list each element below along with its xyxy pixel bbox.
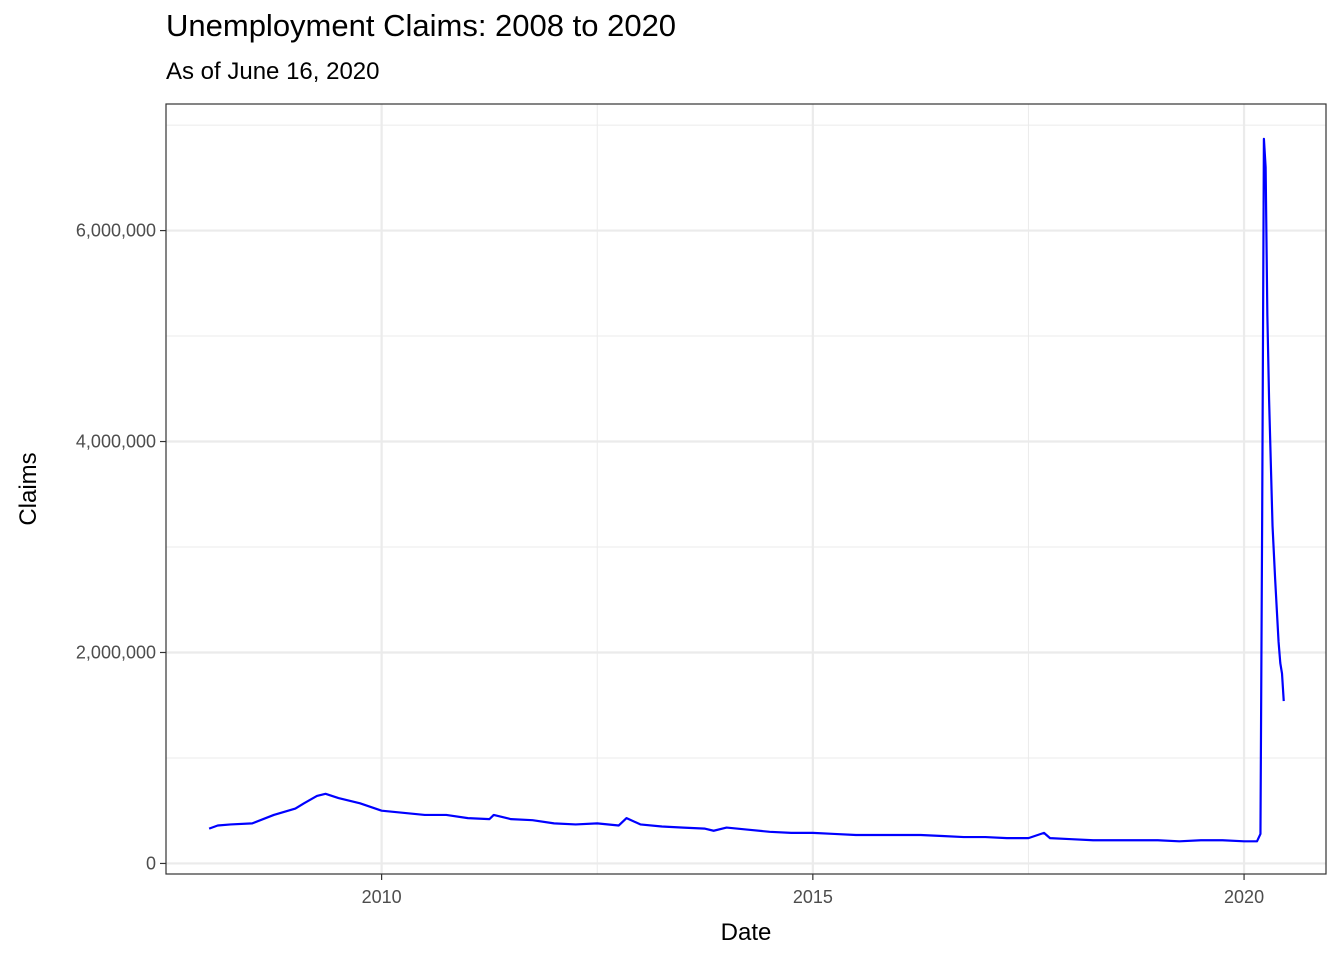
x-axis: 2010 2015 2020: [362, 874, 1264, 907]
y-tick-label: 6,000,000: [76, 221, 156, 241]
claims-line: [208, 137, 1285, 843]
chart-subtitle: As of June 16, 2020: [166, 58, 380, 85]
x-tick-label: 2015: [793, 887, 833, 907]
minor-gridlines: [166, 104, 1326, 874]
chart-title: Unemployment Claims: 2008 to 2020: [166, 8, 677, 43]
panel-border: [165, 103, 1327, 875]
x-tick-label: 2020: [1224, 887, 1264, 907]
y-axis-title: Claims: [15, 452, 42, 525]
major-gridlines: [166, 104, 1326, 874]
x-axis-title: Date: [721, 919, 772, 946]
y-tick-label: 0: [146, 853, 156, 873]
y-tick-label: 2,000,000: [76, 642, 156, 662]
y-tick-label: 4,000,000: [76, 432, 156, 452]
x-tick-label: 2010: [362, 887, 402, 907]
y-axis: 0 2,000,000 4,000,000 6,000,000: [76, 221, 166, 873]
